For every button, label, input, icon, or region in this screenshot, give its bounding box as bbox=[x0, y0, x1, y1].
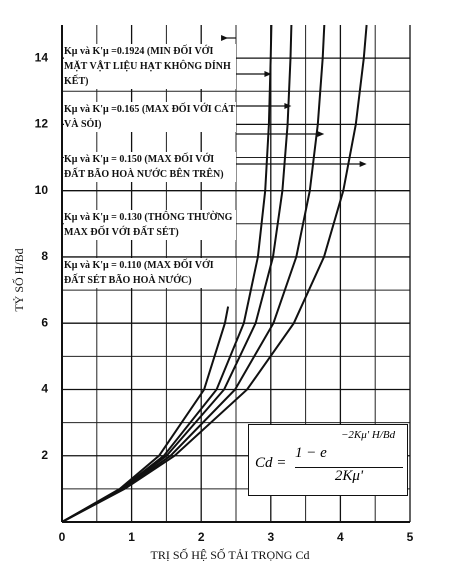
series-line bbox=[61, 24, 326, 523]
y-tick-label: 6 bbox=[41, 315, 48, 329]
series-line bbox=[61, 24, 368, 523]
y-tick-label: 12 bbox=[35, 117, 49, 131]
x-tick-label: 2 bbox=[198, 530, 205, 544]
formula-denominator: 2Kμ' bbox=[295, 467, 403, 485]
y-tick-label: 14 bbox=[35, 50, 49, 64]
y-tick-label: 4 bbox=[41, 382, 48, 396]
series-line bbox=[61, 24, 273, 523]
x-tick-label: 0 bbox=[59, 530, 66, 544]
x-tick-label: 5 bbox=[407, 530, 414, 544]
formula-numerator: 1 − e bbox=[295, 445, 327, 461]
arrow-head bbox=[317, 131, 325, 137]
y-tick-label: 10 bbox=[35, 183, 49, 197]
formula-box: Cd = 1 − e −2Kμ' H/Bd 2Kμ' bbox=[248, 424, 408, 496]
formula-lhs: Cd = bbox=[255, 455, 287, 471]
legend-entry: Kμ và K'μ = 0.110 (MAX ĐỐI VỚI ĐẤT SÉT B… bbox=[64, 258, 236, 288]
legend-entry: Kμ và K'μ =0.1924 (MIN ĐỐI VỚI MẶT VẬT L… bbox=[64, 44, 236, 89]
arrow-head bbox=[284, 103, 292, 109]
y-tick-label: 2 bbox=[41, 448, 48, 462]
arrow-head bbox=[221, 35, 229, 41]
arrow-head bbox=[264, 71, 272, 77]
series-line bbox=[61, 24, 293, 523]
x-tick-label: 1 bbox=[128, 530, 135, 544]
x-tick-label: 4 bbox=[337, 530, 344, 544]
legend-entry: Kμ và K'μ = 0.150 (MAX ĐỐI VỚI ĐẤT BÃO H… bbox=[64, 152, 236, 182]
y-tick-label: 8 bbox=[41, 249, 48, 263]
formula-exponent: −2Kμ' H/Bd bbox=[341, 429, 396, 441]
legend-entry: Kμ và K'μ =0.165 (MAX ĐỐI VỚI CÁT VÀ SỎI… bbox=[64, 102, 236, 132]
x-tick-label: 3 bbox=[267, 530, 274, 544]
x-axis-label: TRỊ SỐ HỆ SỐ TẢI TRỌNG Cd bbox=[151, 547, 310, 562]
y-axis-label: TỶ SỐ H/Bd bbox=[11, 248, 26, 311]
legend-entry: Kμ và K'μ = 0.130 (THÔNG THƯỜNG MAX ĐỐI … bbox=[64, 210, 236, 240]
arrow-head bbox=[359, 161, 367, 167]
